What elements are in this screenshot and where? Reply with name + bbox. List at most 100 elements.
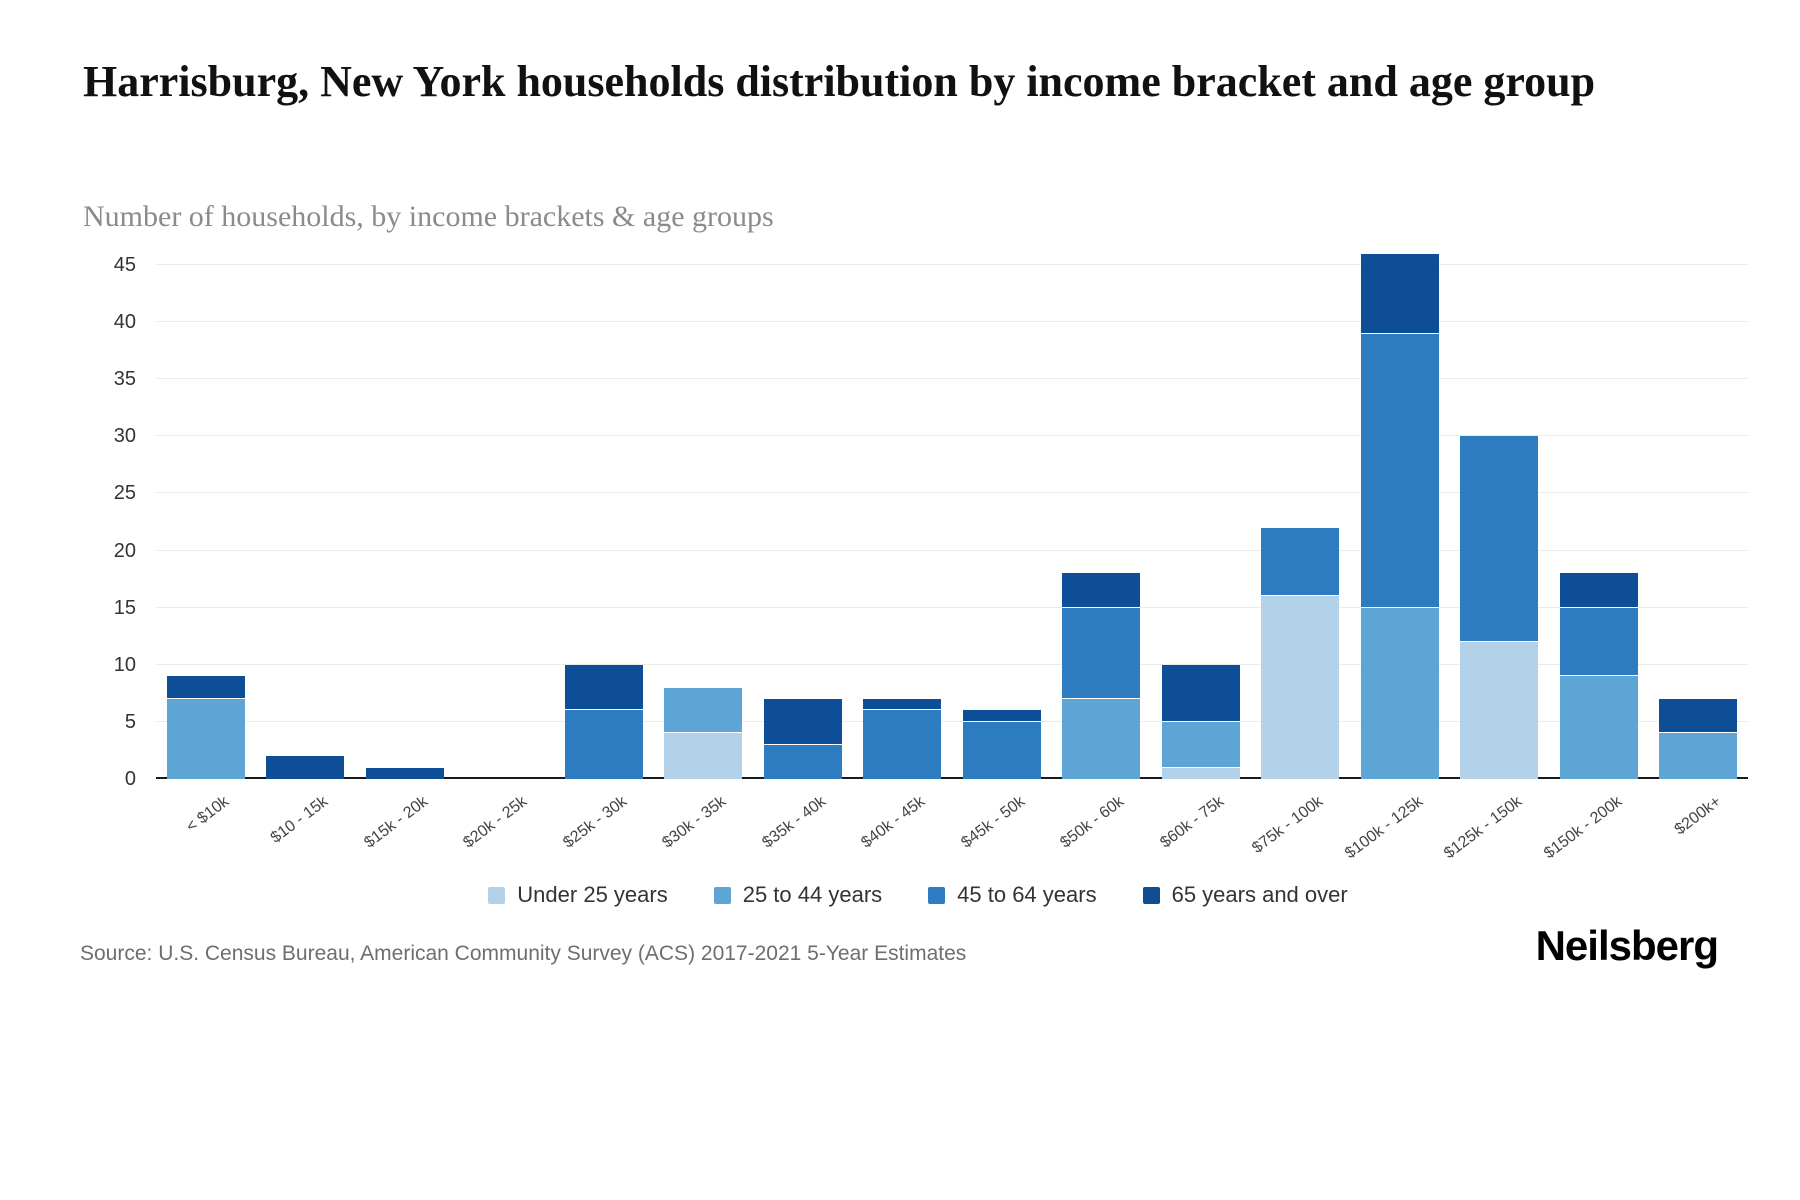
chart-title: Harrisburg, New York households distribu… bbox=[83, 57, 1596, 106]
bars-row bbox=[156, 252, 1748, 779]
legend-label: 25 to 44 years bbox=[742, 882, 883, 907]
x-axis-labels: < $10k $10 - 15k $15k - 20k $20k - 25k $25k … bbox=[156, 783, 1748, 883]
stacked-bar[interactable] bbox=[1559, 573, 1638, 779]
bar-column bbox=[455, 252, 555, 779]
legend: Under 25 years 25 to 44 years 45 to 64 yea… bbox=[88, 882, 1748, 908]
gridline bbox=[156, 435, 1748, 437]
legend-swatch bbox=[713, 886, 731, 904]
bar-segment[interactable] bbox=[1659, 699, 1738, 734]
bar-segment[interactable] bbox=[1460, 436, 1539, 642]
bar-segment[interactable] bbox=[1062, 607, 1141, 700]
bar-segment[interactable] bbox=[763, 744, 842, 779]
stacked-bar[interactable] bbox=[365, 767, 444, 779]
bar-segment[interactable] bbox=[664, 733, 743, 779]
stacked-bar[interactable] bbox=[863, 699, 942, 779]
legend-swatch bbox=[1142, 886, 1160, 904]
bar-segment[interactable] bbox=[664, 687, 743, 734]
y-tick-label: 25 bbox=[113, 482, 136, 505]
stacked-bar[interactable] bbox=[1460, 436, 1539, 779]
bar-column bbox=[156, 252, 256, 779]
bar-column bbox=[1649, 252, 1749, 779]
gridline bbox=[156, 606, 1748, 608]
bar-column bbox=[853, 252, 953, 779]
y-tick-label: 45 bbox=[113, 254, 136, 276]
chart-subtitle: Number of households, by income brackets… bbox=[83, 200, 774, 233]
neilsberg-logo[interactable]: Neilsberg bbox=[1535, 922, 1719, 969]
y-tick-label: 20 bbox=[113, 539, 136, 562]
y-axis-labels: 0 5 10 15 20 25 30 35 40 45 bbox=[88, 252, 144, 790]
stacked-bar[interactable] bbox=[266, 756, 345, 779]
stacked-bar[interactable] bbox=[1659, 699, 1738, 779]
y-tick-label: 10 bbox=[113, 653, 136, 676]
legend-item[interactable]: 25 to 44 years bbox=[713, 882, 883, 908]
legend-item[interactable]: 45 to 64 years bbox=[928, 882, 1097, 908]
bar-column bbox=[952, 252, 1052, 779]
legend-label: 45 to 64 years bbox=[957, 882, 1097, 907]
legend-item[interactable]: 65 years and over bbox=[1142, 882, 1348, 908]
bar-segment[interactable] bbox=[962, 710, 1041, 722]
bar-segment[interactable] bbox=[1659, 733, 1738, 779]
bar-segment[interactable] bbox=[1460, 641, 1539, 779]
bar-segment[interactable] bbox=[1360, 253, 1439, 334]
bar-segment[interactable] bbox=[166, 699, 245, 779]
bar-segment[interactable] bbox=[1559, 607, 1638, 677]
bar-segment[interactable] bbox=[962, 721, 1041, 779]
bar-segment[interactable] bbox=[1360, 607, 1439, 779]
stacked-bar[interactable] bbox=[962, 710, 1041, 779]
plot-area bbox=[156, 252, 1748, 779]
bar-column bbox=[1052, 252, 1152, 779]
bar-segment[interactable] bbox=[1161, 664, 1240, 722]
bar-column bbox=[1549, 252, 1649, 779]
gridline bbox=[156, 663, 1748, 665]
stacked-bar[interactable] bbox=[166, 676, 245, 779]
legend-item[interactable]: Under 25 years bbox=[488, 882, 668, 908]
bar-column bbox=[256, 252, 356, 779]
y-tick-label: 40 bbox=[113, 311, 136, 334]
stacked-bar[interactable] bbox=[1261, 527, 1340, 779]
bar-segment[interactable] bbox=[1559, 573, 1638, 608]
bar-segment[interactable] bbox=[266, 756, 345, 779]
bar-segment[interactable] bbox=[365, 767, 444, 779]
x-axis-line bbox=[156, 777, 1748, 779]
bar-segment[interactable] bbox=[564, 710, 643, 779]
stacked-bar[interactable] bbox=[1062, 573, 1141, 779]
y-tick-label: 35 bbox=[113, 368, 136, 391]
bar-segment[interactable] bbox=[564, 664, 643, 711]
gridline bbox=[156, 549, 1748, 551]
stacked-bar[interactable] bbox=[763, 699, 842, 779]
bar-column bbox=[1350, 252, 1450, 779]
bar-segment[interactable] bbox=[1161, 721, 1240, 768]
y-tick-label: 0 bbox=[124, 768, 136, 790]
bar-column bbox=[1151, 252, 1251, 779]
x-tick: $200k+ bbox=[1649, 783, 1749, 883]
legend-label: Under 25 years bbox=[517, 882, 668, 907]
gridline bbox=[156, 720, 1748, 722]
gridline bbox=[156, 264, 1748, 265]
gridline bbox=[156, 321, 1748, 323]
bar-segment[interactable] bbox=[1261, 527, 1340, 597]
bar-column bbox=[654, 252, 754, 779]
bar-column bbox=[554, 252, 654, 779]
bar-segment[interactable] bbox=[763, 699, 842, 745]
chart-area: 0 5 10 15 20 25 30 35 40 45 < $10k $10 - 15k $15k -… bbox=[88, 252, 1748, 892]
bar-segment[interactable] bbox=[166, 676, 245, 700]
stacked-bar[interactable] bbox=[1161, 664, 1240, 779]
bar-segment[interactable] bbox=[1261, 596, 1340, 779]
bar-column bbox=[753, 252, 853, 779]
bar-column bbox=[1251, 252, 1351, 779]
y-tick-label: 30 bbox=[113, 425, 136, 448]
bar-segment[interactable] bbox=[1161, 767, 1240, 779]
bar-segment[interactable] bbox=[1559, 676, 1638, 779]
bar-segment[interactable] bbox=[863, 710, 942, 779]
bar-column bbox=[355, 252, 455, 779]
bar-segment[interactable] bbox=[863, 699, 942, 711]
bar-segment[interactable] bbox=[1062, 699, 1141, 779]
stacked-bar[interactable] bbox=[564, 664, 643, 779]
y-tick-label: 5 bbox=[124, 710, 136, 733]
stacked-bar[interactable] bbox=[1360, 253, 1439, 779]
bar-segment[interactable] bbox=[1360, 333, 1439, 608]
bar-segment[interactable] bbox=[1062, 573, 1141, 608]
stacked-bar[interactable] bbox=[664, 687, 743, 779]
gridline bbox=[156, 378, 1748, 380]
